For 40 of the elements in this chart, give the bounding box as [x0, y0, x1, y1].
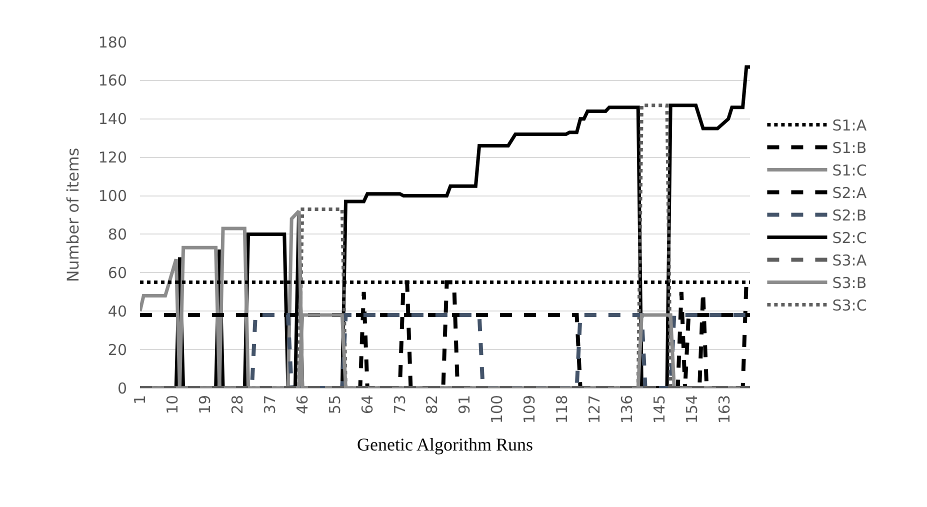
legend-label: S1:A	[832, 116, 868, 135]
legend-label: S3:A	[832, 252, 868, 270]
legend-label: S2:A	[832, 184, 868, 202]
legend-label: S3:B	[832, 274, 867, 292]
x-tick-label: 109	[520, 395, 539, 424]
x-tick-label: 127	[586, 395, 604, 424]
legend-label: S1:B	[832, 139, 867, 158]
y-tick-label: 0	[117, 379, 127, 398]
x-tick-label: 91	[456, 395, 474, 414]
x-tick-label: 154	[683, 395, 702, 424]
x-tick-label: 136	[618, 395, 636, 424]
x-tick-label: 28	[228, 395, 246, 414]
y-tick-label: 140	[98, 110, 127, 128]
x-axis-title: Genetic Algorithm Runs	[357, 434, 533, 455]
legend-label: S2:B	[832, 206, 867, 225]
x-tick-label: 118	[553, 395, 572, 424]
y-tick-label: 40	[108, 302, 127, 320]
x-tick-label: 100	[488, 395, 506, 424]
x-tick-label: 46	[293, 395, 312, 414]
y-tick-label: 80	[108, 225, 127, 244]
x-tick-label: 19	[196, 395, 214, 414]
x-tick-label: 73	[390, 395, 409, 414]
x-tick-label: 37	[260, 395, 279, 414]
y-tick-label: 100	[98, 187, 127, 206]
legend-label: S2:C	[832, 229, 867, 248]
x-tick-label: 163	[716, 395, 734, 424]
y-tick-label: 20	[108, 340, 127, 359]
x-tick-label: 82	[423, 395, 442, 414]
y-tick-label: 60	[108, 264, 127, 282]
y-tick-label: 120	[98, 148, 127, 167]
y-tick-label: 160	[98, 72, 127, 90]
y-tick-label: 180	[98, 33, 127, 52]
y-axis-title: Number of items	[63, 148, 82, 282]
x-tick-label: 10	[163, 395, 182, 414]
x-tick-label: 145	[650, 395, 669, 424]
legend-label: S1:C	[832, 162, 867, 180]
x-tick-label: 1	[130, 395, 149, 405]
legend-label: S3:C	[832, 296, 867, 315]
x-tick-label: 64	[358, 395, 376, 414]
x-tick-label: 55	[326, 395, 344, 414]
